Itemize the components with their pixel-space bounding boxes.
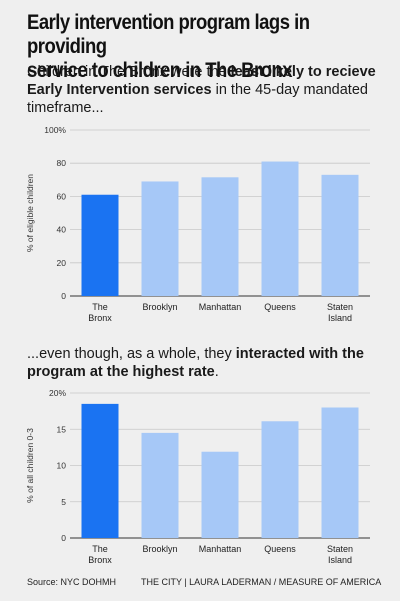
subtitle-top-post: in the 45-day mandated timeframe... — [27, 82, 368, 116]
x-tick-label: Staten — [327, 302, 353, 312]
x-tick-label: The — [92, 544, 108, 554]
chart-title: Early intervention program lags in provi… — [27, 10, 388, 82]
y-tick-label: 100% — [44, 125, 66, 135]
x-tick-label: Island — [328, 555, 352, 565]
subtitle-top: Children in The Bronx were the least lik… — [27, 63, 387, 117]
title-line-2: service to children in The Bronx — [27, 58, 293, 82]
title-line-1: Early intervention program lags in provi… — [27, 10, 310, 58]
subtitle-bottom-post: . — [214, 364, 219, 380]
y-tick-label: 5 — [61, 497, 66, 507]
y-tick-label: 80 — [57, 158, 67, 168]
x-tick-label: Manhattan — [199, 544, 242, 554]
source-note: Source: NYC DOHMH — [27, 577, 117, 587]
subtitle-bottom-pre: ...even though, as a whole, they — [27, 346, 236, 362]
subtitle-top-pre: Children in The Bronx were the — [27, 64, 231, 80]
y-tick-label: 0 — [61, 291, 66, 301]
subtitle-bottom: ...even though, as a whole, they interac… — [27, 345, 387, 381]
x-tick-label: Brooklyn — [142, 544, 177, 554]
y-tick-label: 20% — [49, 388, 66, 398]
x-tick-label: Staten — [327, 544, 353, 554]
subtitle-bottom-bold: interacted with the program at the highe… — [27, 346, 364, 380]
x-tick-label: Bronx — [88, 313, 112, 323]
x-tick-label: Manhattan — [199, 302, 242, 312]
x-tick-label: Island — [328, 313, 352, 323]
y-axis-label: % of all children 0-3 — [25, 428, 35, 503]
x-tick-label: Brooklyn — [142, 302, 177, 312]
y-tick-label: 20 — [57, 258, 67, 268]
subtitle-top-bold: least likely to recieve Early Interventi… — [27, 64, 376, 98]
x-tick-label: Bronx — [88, 555, 112, 565]
x-tick-label: The — [92, 302, 108, 312]
y-tick-label: 40 — [57, 225, 67, 235]
x-tick-label: Queens — [264, 544, 296, 554]
y-tick-label: 10 — [57, 461, 67, 471]
y-tick-label: 15 — [57, 424, 67, 434]
credit-note: THE CITY | LAURA LADERMAN / MEASURE OF A… — [141, 577, 382, 587]
x-tick-label: Queens — [264, 302, 296, 312]
y-tick-label: 60 — [57, 191, 67, 201]
y-axis-label: % of eligible children — [25, 174, 35, 252]
y-tick-label: 0 — [61, 533, 66, 543]
